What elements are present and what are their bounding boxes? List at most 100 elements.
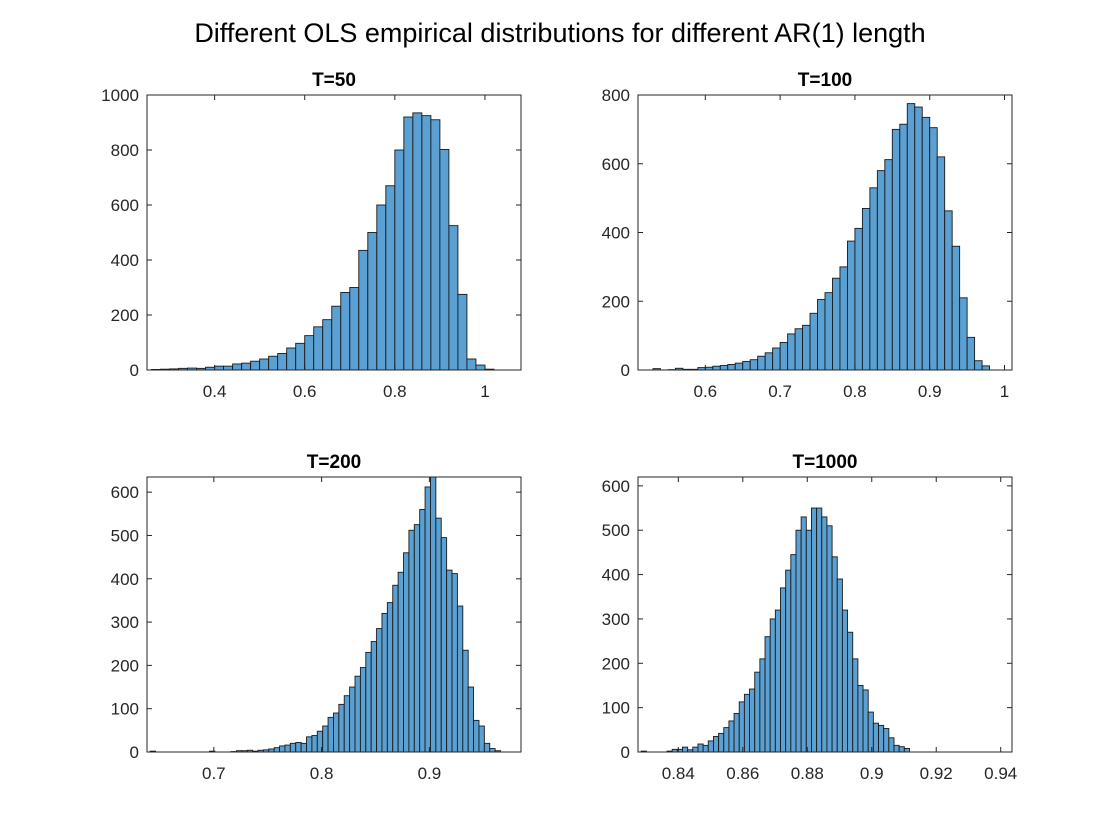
histogram-bar <box>365 651 372 752</box>
y-tick-label: 600 <box>602 155 630 174</box>
histogram-bar <box>419 509 426 752</box>
histogram-bar <box>702 744 709 752</box>
histogram-bar <box>981 365 991 370</box>
histogram-bar <box>392 584 399 752</box>
histogram-bar <box>854 227 863 370</box>
histogram-bar <box>738 701 745 752</box>
histogram-bar <box>223 365 234 370</box>
histogram-bars <box>652 103 991 370</box>
x-tick-label: 0.86 <box>726 764 759 783</box>
histogram-bar <box>794 328 804 370</box>
histogram-bar <box>824 292 833 370</box>
histogram-bar <box>284 744 291 752</box>
histogram-bar <box>448 225 459 370</box>
histogram-bar <box>712 736 720 752</box>
histogram-bar <box>466 358 477 370</box>
histogram-bar <box>343 695 351 752</box>
histogram-bar <box>832 277 841 370</box>
histogram-bar <box>250 360 261 370</box>
x-tick-label: 0.84 <box>662 764 695 783</box>
histogram-bar <box>903 748 910 752</box>
histogram-bar <box>718 732 725 752</box>
subplot-t1000: 0 100 200 300 400 500 600 0.84 0.86 0.88 0.9 0.92 0.… <box>602 452 1018 783</box>
figure-title: Different OLS empirical distributions fo… <box>194 18 926 48</box>
histogram-bar <box>734 362 744 370</box>
histogram-bar <box>697 743 704 752</box>
histogram-bar <box>333 712 340 752</box>
histogram-bar <box>289 742 297 752</box>
histogram-bar <box>473 719 480 752</box>
histogram-bar <box>811 507 818 752</box>
histogram-bar <box>386 602 394 752</box>
x-tick-label: 1 <box>480 382 489 401</box>
histogram-bar <box>457 293 468 370</box>
histogram-bar <box>338 703 345 752</box>
x-tick-label: 0.9 <box>418 764 442 783</box>
histogram-bar <box>652 368 661 370</box>
y-tick-label: 400 <box>602 224 630 243</box>
histogram-bar <box>876 170 886 370</box>
histogram-bar <box>311 735 318 752</box>
y-tick-label: 0 <box>621 361 630 380</box>
histogram-bar <box>232 363 243 370</box>
histogram-bar <box>821 516 828 752</box>
histogram-bar <box>295 742 302 752</box>
histogram-bar <box>682 746 689 752</box>
histogram-bar <box>857 685 864 752</box>
histogram-bar <box>742 360 751 370</box>
y-tick-label: 200 <box>111 306 139 325</box>
histogram-bar <box>764 636 771 752</box>
histogram-bar <box>944 210 953 370</box>
x-tick-label: 0.9 <box>860 764 884 783</box>
histogram-bar <box>872 722 879 752</box>
histogram-bar <box>295 342 306 370</box>
histogram-bar <box>841 609 849 752</box>
histogram-bar <box>331 305 342 370</box>
y-tick-label: 1000 <box>101 86 139 105</box>
histogram-bar <box>816 507 823 752</box>
y-tick-label: 400 <box>111 570 139 589</box>
histogram-bar <box>764 352 774 370</box>
x-tick-label: 0.8 <box>310 764 334 783</box>
histogram-bar <box>787 333 796 370</box>
histogram-bar <box>403 552 410 752</box>
y-tick-label: 600 <box>602 477 630 496</box>
histogram-bar <box>385 185 396 370</box>
y-tick-label: 800 <box>602 86 630 105</box>
histogram-bar <box>861 207 871 370</box>
histogram-bar <box>430 119 441 370</box>
y-tick-label: 300 <box>111 613 139 632</box>
histogram-bar <box>790 554 797 752</box>
histogram-bar <box>478 725 485 752</box>
histogram-bars <box>640 507 910 752</box>
histogram-bar <box>456 605 464 752</box>
histogram-bar <box>367 232 378 370</box>
histogram-bar <box>483 742 491 752</box>
histogram-bar <box>774 609 781 752</box>
y-tick-label: 400 <box>602 566 630 585</box>
histogram-bar <box>451 573 458 752</box>
histogram-bar <box>273 747 281 752</box>
histogram-bar <box>921 116 931 370</box>
histogram-bar <box>899 123 908 370</box>
histogram-bar <box>376 204 387 370</box>
histogram-bar <box>772 347 781 370</box>
axes-frame <box>637 476 1013 753</box>
y-tick-label: 300 <box>602 610 630 629</box>
x-tick-label: 0.9 <box>918 382 942 401</box>
histogram-bar <box>327 716 334 752</box>
histogram-bar <box>712 365 721 370</box>
histogram-bar <box>891 128 901 370</box>
histogram-bar <box>867 711 874 752</box>
histogram-bar <box>749 359 759 370</box>
histogram-bar <box>475 364 486 370</box>
y-tick-label: 0 <box>130 743 139 762</box>
x-tick-label: 0.88 <box>791 764 824 783</box>
subplot-t50: 0 200 400 600 800 1000 0.4 0.6 0.8 1 T=50 <box>101 70 522 401</box>
histogram-bar <box>847 631 854 752</box>
histogram-bar <box>809 312 818 370</box>
histogram-bar <box>839 266 848 370</box>
x-tick-label: 0.4 <box>203 382 227 401</box>
x-tick-label: 0.94 <box>984 764 1017 783</box>
